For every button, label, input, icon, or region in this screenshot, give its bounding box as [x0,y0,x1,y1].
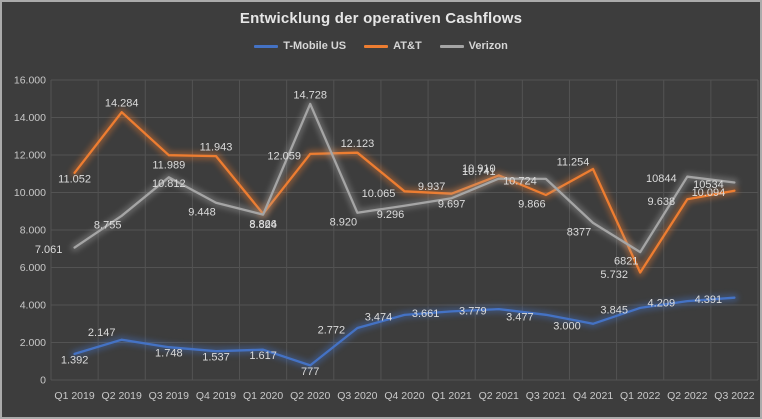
data-label: 10844 [646,173,677,185]
data-label: 7.061 [35,244,63,256]
legend-label: AT&T [393,40,422,52]
data-label: 5.732 [600,269,628,281]
data-label: 9.296 [377,209,405,221]
data-label: 14.284 [105,98,139,110]
legend-swatch [364,44,389,48]
data-label: 10.741 [462,166,496,178]
y-axis-tick: 6.000 [20,262,46,274]
data-label: 8377 [567,226,591,238]
x-axis-tick: Q2 2022 [667,390,707,402]
data-label: 2.147 [88,327,116,339]
legend-label: T-Mobile US [283,40,347,52]
data-label: 9.638 [648,196,676,208]
data-label: 1.537 [202,352,230,364]
data-label: 10.724 [503,175,537,187]
data-label: 9.697 [438,199,466,211]
x-axis-tick: Q1 2019 [54,390,94,402]
data-label: 4.209 [648,298,676,310]
x-axis-tick: Q3 2021 [526,390,566,402]
x-axis-tick: Q1 2021 [431,390,471,402]
y-axis-tick: 0 [40,375,46,387]
x-axis-tick: Q4 2021 [573,390,613,402]
legend-item-at-t[interactable]: AT&T [364,40,422,52]
data-label: 6821 [614,256,638,268]
data-label: 9.937 [418,181,446,193]
x-axis-tick: Q2 2020 [290,390,330,402]
y-axis-tick: 8.000 [20,225,46,237]
legend-swatch [439,44,464,48]
x-axis-tick: Q3 2022 [714,390,754,402]
data-label: 11.254 [557,157,590,169]
series-line-verizon [73,102,736,254]
data-label: 3.845 [600,304,628,316]
data-label: 9.448 [188,206,216,218]
data-label: 12.123 [341,138,375,150]
data-label: 14.728 [293,89,327,101]
data-label: 2.772 [318,325,346,337]
y-axis-tick: 4.000 [20,300,46,312]
data-label: 10.094 [692,187,726,199]
data-label: 8.920 [330,216,358,228]
y-axis-tick: 14.000 [14,112,46,124]
legend-item-verizon[interactable]: Verizon [439,40,508,52]
data-label: 11.943 [200,142,233,154]
x-axis-tick: Q4 2019 [196,390,236,402]
x-axis-tick: Q4 2020 [384,390,424,402]
data-label: 8.755 [94,219,122,231]
data-label: 11.052 [58,173,91,185]
data-label: 10534 [693,179,724,191]
data-label: 10.910 [462,163,496,175]
data-label: 12.059 [267,150,301,162]
x-axis-tick: Q2 2019 [102,390,142,402]
data-label: 8.824 [249,219,277,231]
data-label: 3.474 [365,311,393,323]
data-label: 1.748 [155,348,183,360]
data-label: 3.000 [553,320,581,332]
legend-label: Verizon [468,40,508,52]
data-label: 8.866 [249,218,277,230]
data-label: 3.477 [506,311,534,323]
x-axis-tick: Q1 2022 [620,390,660,402]
x-axis-tick: Q3 2019 [149,390,189,402]
data-label: 3.779 [459,306,487,318]
data-label: 1.617 [249,350,277,362]
data-label: 1.392 [61,354,89,366]
legend-item-t-mobile-us[interactable]: T-Mobile US [254,40,346,52]
x-axis-tick: Q2 2021 [479,390,519,402]
data-label: 777 [301,366,319,378]
x-axis-tick: Q3 2020 [337,390,377,402]
x-axis-tick: Q1 2020 [243,390,283,402]
data-label: 10.812 [152,178,186,190]
data-label: 11.989 [152,160,185,172]
y-axis-tick: 16.000 [14,75,46,87]
data-label: 10.065 [362,188,396,200]
y-axis-tick: 10.000 [14,187,46,199]
data-label: 4.391 [695,294,723,306]
y-axis-tick: 2.000 [20,337,46,349]
chart-title: Entwicklung der operativen Cashflows [239,10,523,27]
legend-swatch [254,44,279,48]
y-axis-tick: 12.000 [14,150,46,162]
series-line-t-mobile-us [73,296,736,367]
data-label: 3.661 [412,308,440,320]
data-label: 9.866 [518,199,546,211]
legend: T-Mobile US AT&T Verizon [2,40,760,52]
